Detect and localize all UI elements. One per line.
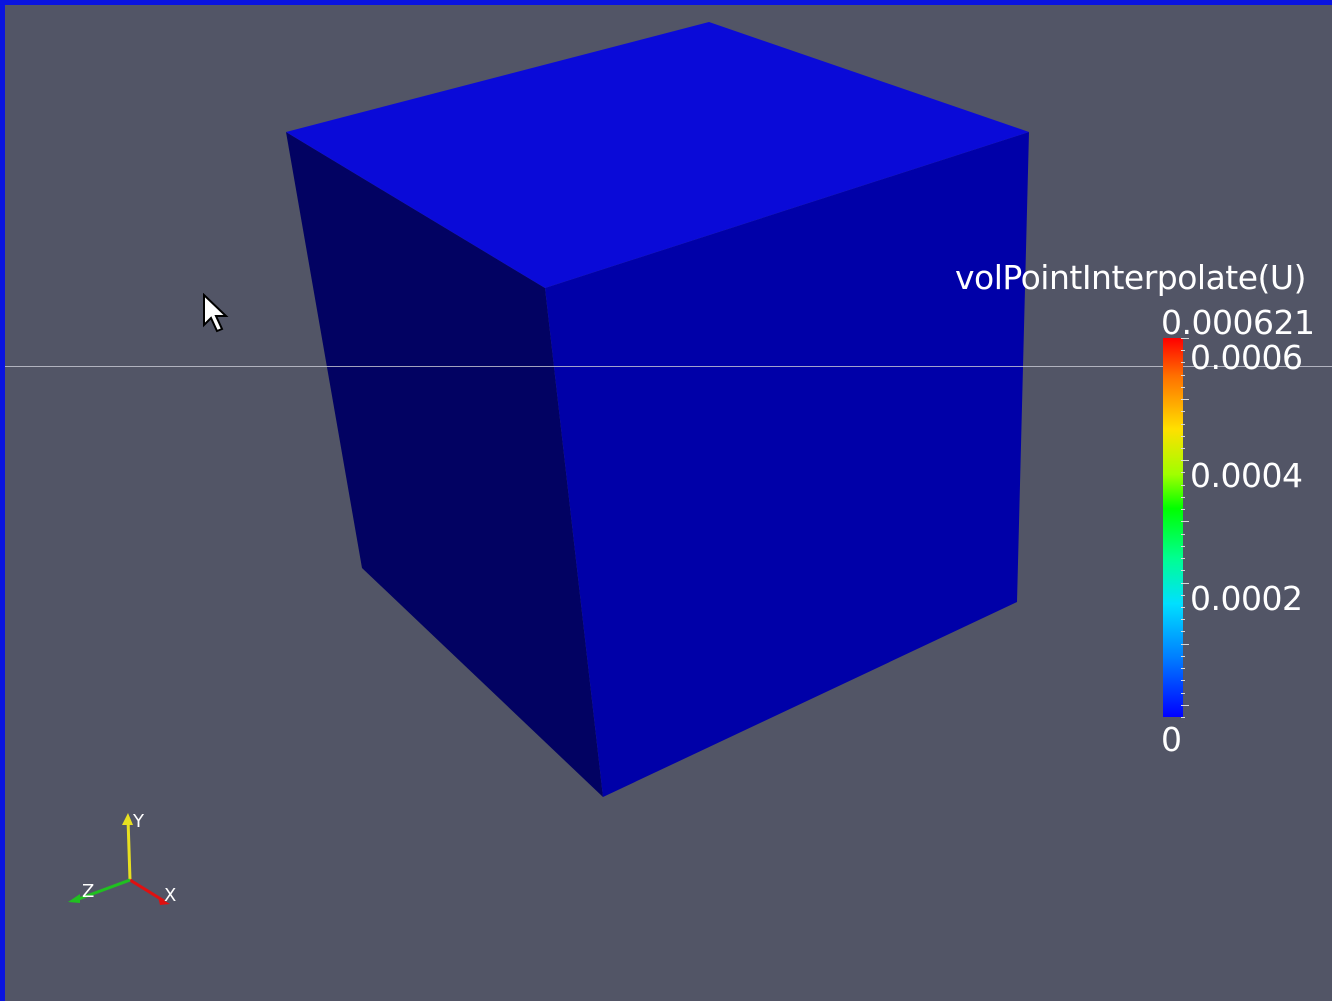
scalar-bar-tick	[1181, 619, 1185, 620]
y-axis-line	[126, 818, 132, 881]
scalar-bar-tick	[1181, 521, 1189, 522]
scalar-bar-ticks	[1181, 338, 1189, 718]
scalar-bar-label-0.0004: 0.0004	[1190, 456, 1303, 495]
scalar-bar-tick	[1181, 693, 1185, 694]
scalar-bar[interactable]	[1163, 338, 1183, 717]
scalar-bar-title[interactable]: volPointInterpolate(U)	[955, 258, 1306, 297]
arrow-cursor-icon	[203, 293, 229, 333]
x-axis-arrow-icon	[158, 897, 170, 905]
scalar-bar-tick	[1181, 546, 1185, 547]
scalar-bar-label-0.0002: 0.0002	[1190, 579, 1303, 618]
scalar-bar-tick	[1181, 375, 1185, 376]
cube-left-face	[286, 132, 603, 797]
y-axis-arrow-icon	[122, 813, 133, 825]
y-axis-label: Y	[132, 811, 145, 832]
scalar-bar-tick	[1181, 350, 1185, 351]
orientation-axes: Y X Z	[68, 811, 176, 906]
z-axis-line	[75, 878, 131, 902]
scalar-bar-tick	[1181, 509, 1185, 510]
active-view-frame-left	[0, 0, 5, 1001]
scalar-bar-tick	[1181, 558, 1185, 559]
active-view-frame-top	[0, 0, 1332, 5]
z-axis-arrow-icon	[68, 894, 80, 903]
scalar-bar-tick	[1181, 668, 1185, 669]
scalar-bar-tick	[1181, 595, 1185, 596]
scalar-bar-tick	[1181, 399, 1189, 400]
scalar-bar-tick	[1181, 607, 1185, 608]
x-axis-label: X	[164, 885, 176, 906]
scalar-bar-tick	[1181, 644, 1189, 645]
scalar-bar-tick	[1181, 338, 1189, 339]
scalar-bar-tick	[1181, 436, 1185, 437]
scalar-bar-tick	[1181, 570, 1185, 571]
scalar-bar-tick	[1181, 497, 1185, 498]
scalar-bar-min-label: 0	[1161, 720, 1182, 759]
scalar-bar-tick	[1181, 460, 1189, 461]
scalar-bar-tick	[1181, 411, 1185, 412]
cube-front-face	[545, 132, 1029, 797]
scalar-bar-tick	[1181, 717, 1185, 718]
scalar-bar-tick	[1181, 680, 1185, 681]
scalar-bar-tick	[1181, 448, 1185, 449]
cube-top-face	[286, 22, 1029, 288]
scalar-bar-tick	[1181, 583, 1189, 584]
scalar-bar-tick	[1181, 472, 1185, 473]
scalar-bar-tick	[1181, 705, 1189, 706]
scalar-bar-tick	[1181, 631, 1185, 632]
z-axis-label: Z	[82, 881, 94, 902]
scalar-bar-label-0.0006: 0.0006	[1190, 338, 1303, 377]
scalar-bar-max-label: 0.000621	[1161, 303, 1315, 342]
scalar-bar-tick	[1181, 485, 1185, 486]
scalar-bar-tick	[1181, 362, 1185, 363]
scalar-bar-tick	[1181, 424, 1185, 425]
scalar-bar-tick	[1181, 656, 1185, 657]
scalar-bar-tick	[1181, 534, 1185, 535]
horizontal-guide-line	[0, 366, 1332, 367]
scalar-bar-tick	[1181, 387, 1185, 388]
